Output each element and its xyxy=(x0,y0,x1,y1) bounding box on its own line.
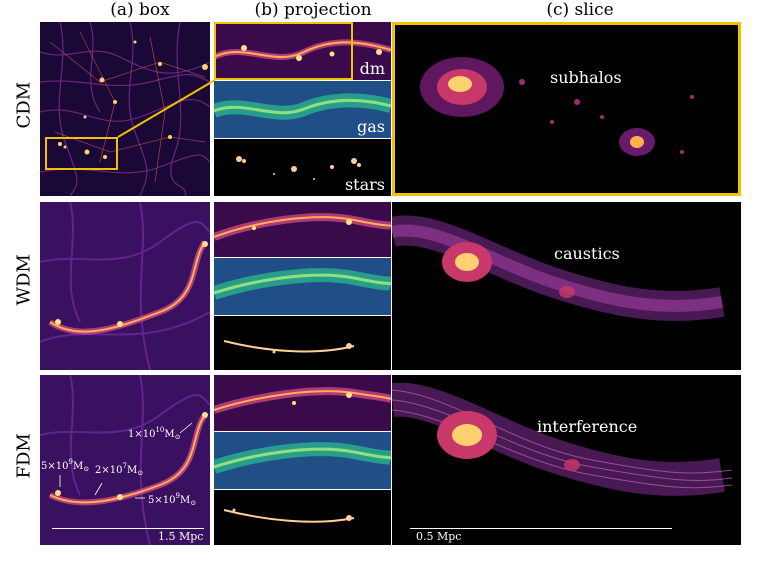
wdm-box-panel xyxy=(40,202,210,370)
fdm-projection-gas xyxy=(214,432,391,489)
cdm-zoom-box xyxy=(45,137,118,170)
slice-scale-bar xyxy=(410,528,672,529)
row-title-cdm: CDM xyxy=(13,81,35,129)
wdm-projection-stars xyxy=(214,316,391,370)
row-title-fdm: FDM xyxy=(13,433,35,479)
box-scale-bar xyxy=(52,528,204,529)
fdm-slice-panel: interference 0.5 Mpc xyxy=(392,375,741,545)
column-title-box: (a) box xyxy=(110,0,170,20)
wdm-projection-gas xyxy=(214,258,391,315)
annotation-mass-5e9-right: 5×109M⊙ xyxy=(148,492,197,507)
cdm-projection-gas: gas xyxy=(214,81,391,138)
box-scale-label: 1.5 Mpc xyxy=(158,530,204,543)
wdm-slice-panel: caustics xyxy=(392,202,741,370)
cdm-projection-dm: dm xyxy=(214,22,391,80)
projection-label-stars: stars xyxy=(344,175,385,194)
cdm-slice-panel: subhalos xyxy=(392,22,741,196)
cdm-slice-frame xyxy=(392,22,741,196)
fdm-projection-stars xyxy=(214,490,391,545)
slice-label-caustics: caustics xyxy=(554,244,620,263)
wdm-projection-dm xyxy=(214,202,391,257)
fdm-projection-dm xyxy=(214,375,391,431)
cdm-projection-stars: stars xyxy=(214,139,391,196)
annotation-mass-2e7: 2×107M⊙ xyxy=(95,462,144,477)
annotation-mass-1e10: 1×1010M⊙ xyxy=(128,426,181,441)
fdm-box-panel: 1×1010M⊙ 5×109M⊙ 2×107M⊙ 5×109M⊙ 1.5 Mpc xyxy=(40,375,210,545)
slice-scale-label: 0.5 Mpc xyxy=(416,530,462,543)
row-title-wdm: WDM xyxy=(13,254,35,306)
slice-label-interference: interference xyxy=(537,417,638,436)
column-title-slice: (c) slice xyxy=(546,0,614,20)
slice-label-subhalos: subhalos xyxy=(550,68,622,87)
column-title-projection: (b) projection xyxy=(254,0,372,20)
cdm-dm-frame xyxy=(214,22,353,80)
projection-label-gas: gas xyxy=(357,117,385,136)
cdm-box-panel xyxy=(40,22,210,196)
projection-label-dm: dm xyxy=(359,59,385,78)
annotation-mass-5e9-left: 5×109M⊙ xyxy=(41,458,90,473)
